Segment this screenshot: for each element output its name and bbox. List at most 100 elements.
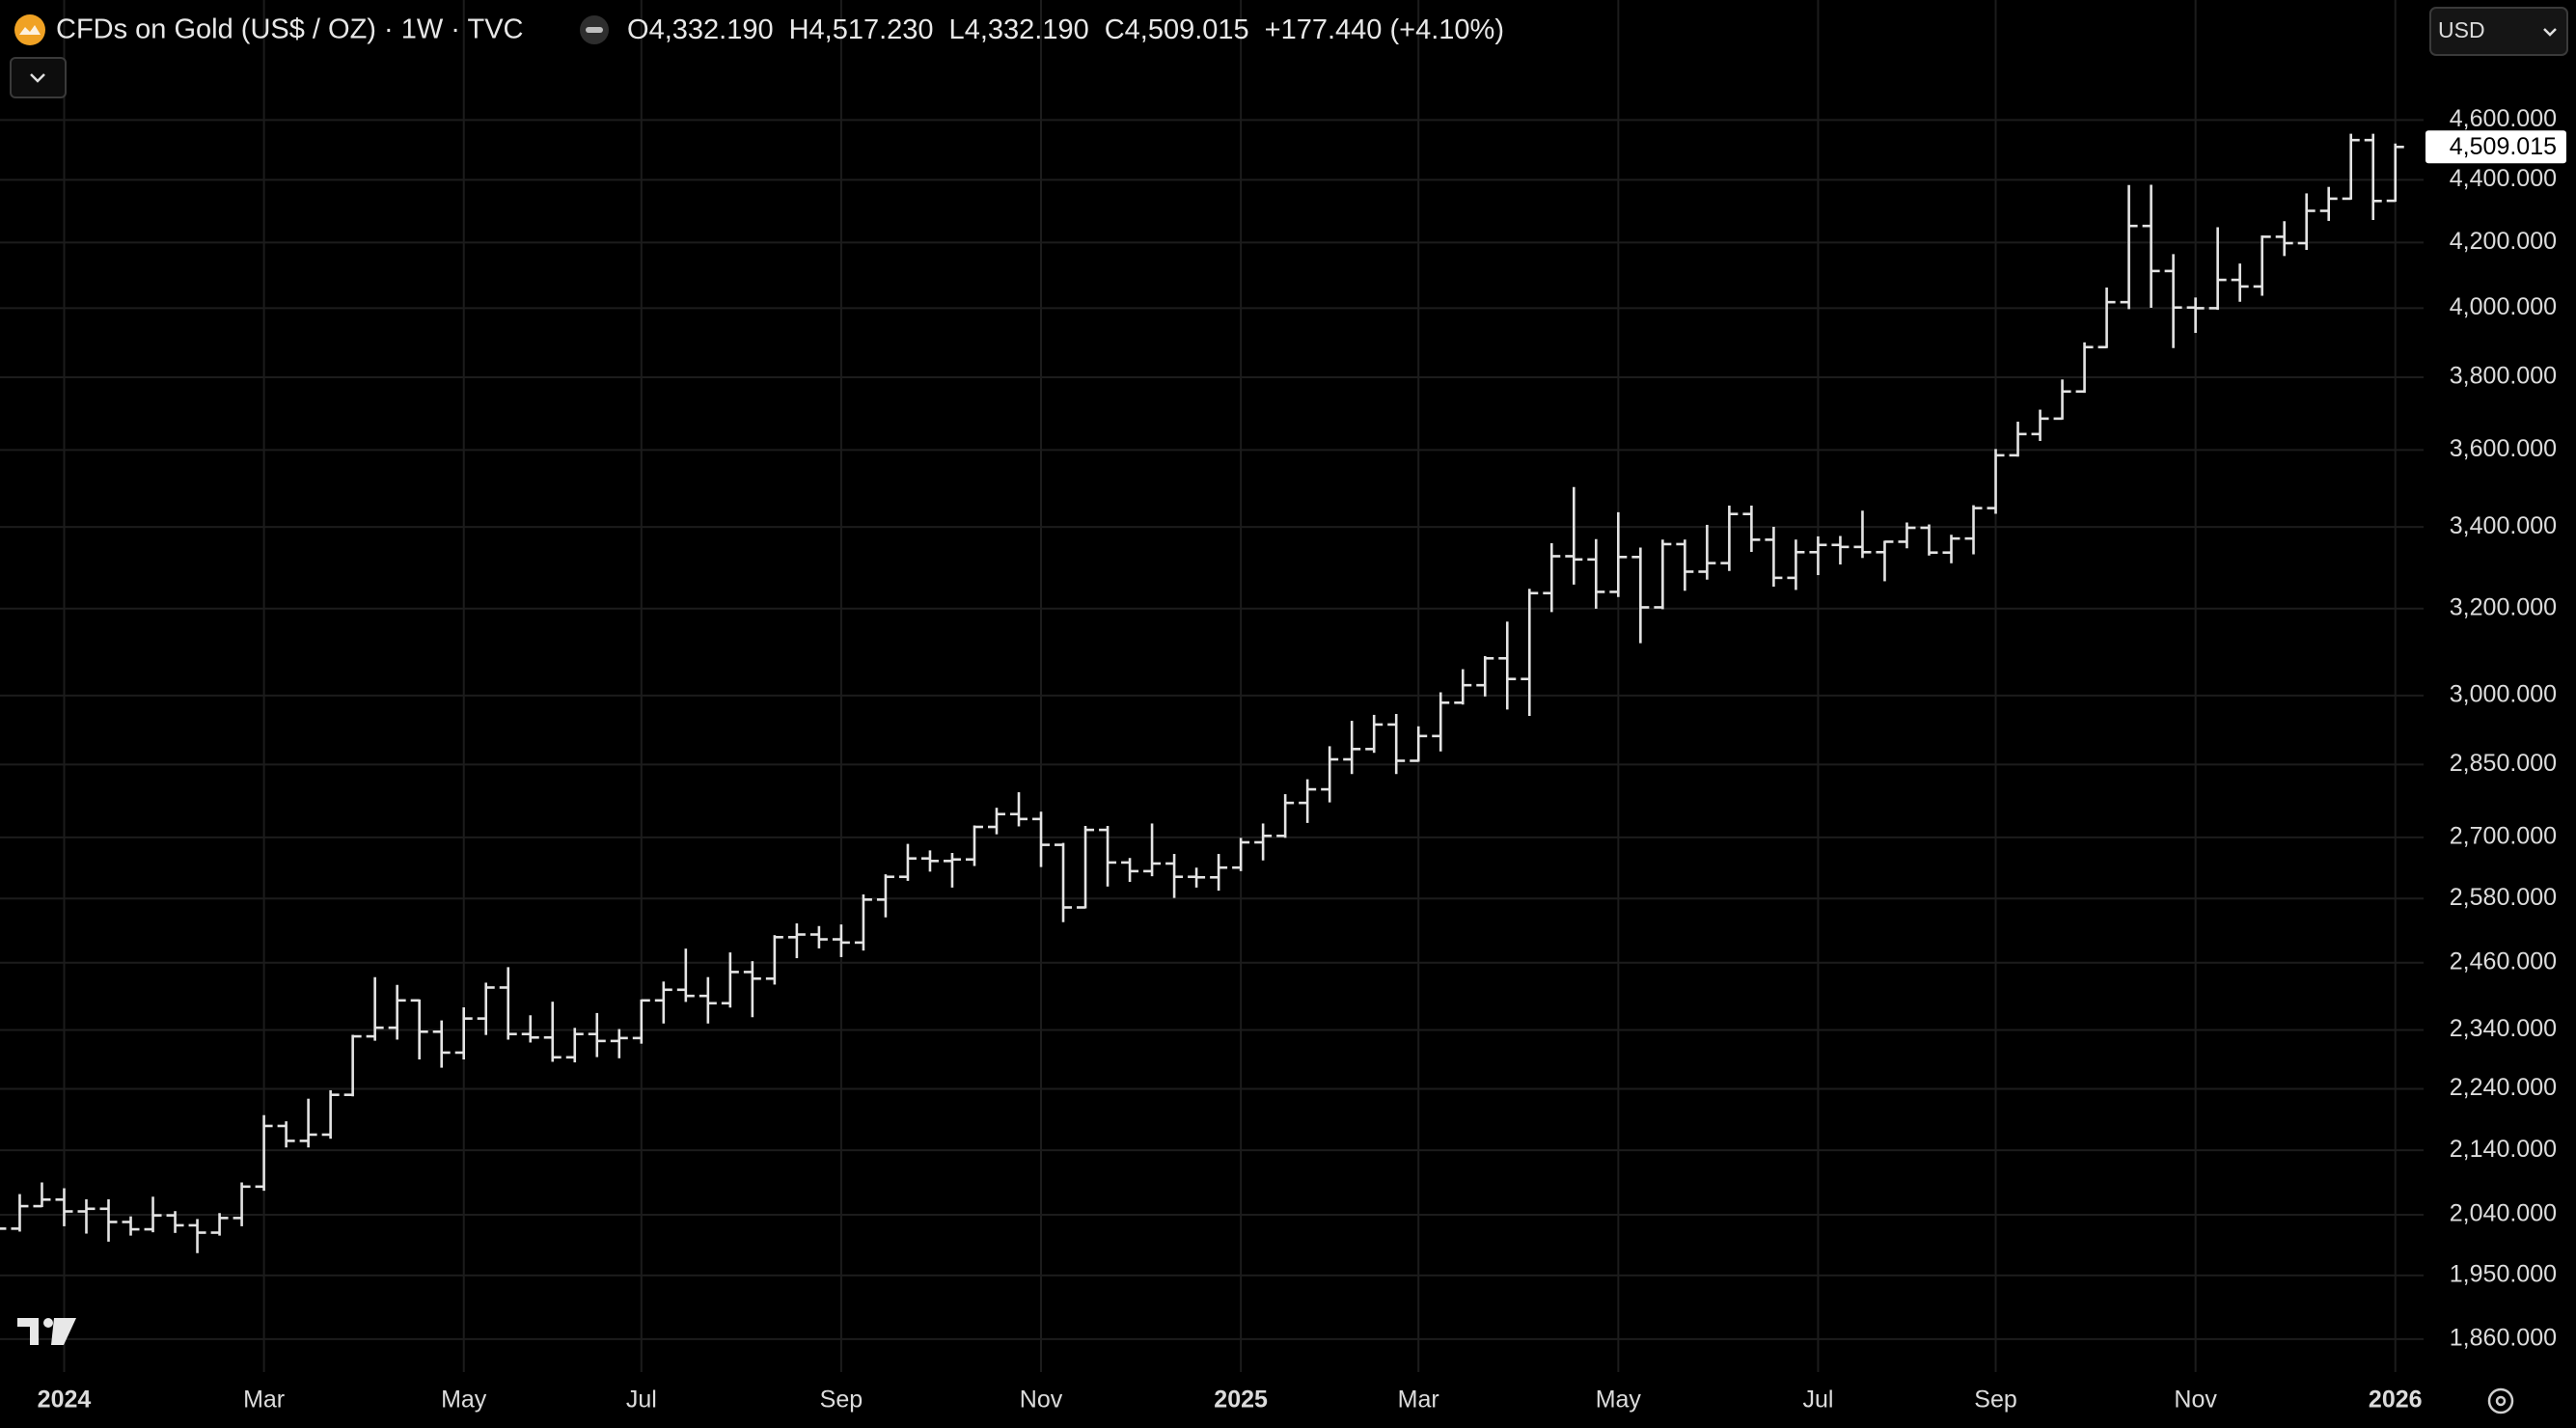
legend-value: 4,332.190 xyxy=(649,14,774,45)
y-tick-label: 2,850.000 xyxy=(2450,750,2557,777)
y-tick-label: 3,600.000 xyxy=(2450,435,2557,462)
last-price-label: 4,509.015 xyxy=(2450,133,2557,160)
y-tick-label: 1,860.000 xyxy=(2450,1324,2557,1351)
ohlc-bar xyxy=(588,1012,606,1057)
ohlc-bar xyxy=(1099,826,1117,887)
ohlc-bar xyxy=(2031,409,2049,442)
y-tick-label: 3,000.000 xyxy=(2450,680,2557,707)
ohlc-bar xyxy=(2075,342,2094,394)
x-tick-label: Sep xyxy=(1974,1387,2016,1414)
ohlc-bar xyxy=(1476,655,1494,697)
ohlc-bar xyxy=(2009,422,2027,457)
ohlc-bar xyxy=(1010,792,1028,827)
ohlc-bar xyxy=(543,1002,562,1062)
x-tick-label: Sep xyxy=(820,1387,863,1414)
ohlc-bar xyxy=(2208,227,2227,311)
ohlc-bar xyxy=(2164,254,2182,348)
currency-label: USD xyxy=(2438,17,2485,42)
chart-title: CFDs on Gold (US$ / OZ) · 1W · TVC xyxy=(56,14,523,45)
ohlc-bar xyxy=(965,825,983,866)
ohlc-bar xyxy=(2319,186,2338,221)
ohlc-bar xyxy=(388,984,406,1040)
ohlc-bar xyxy=(743,961,761,1018)
ohlc-bar xyxy=(1543,542,1561,613)
axes: 1,860.000 1,950.000 2,040.000 2,140.000 2,24… xyxy=(38,105,2566,1414)
ohlc-bar xyxy=(1720,506,1739,571)
ohlc-bar xyxy=(1165,854,1184,898)
ohlc-bar xyxy=(1498,621,1517,710)
ohlc-bar xyxy=(2386,143,2404,203)
y-tick-label: 3,200.000 xyxy=(2450,593,2557,620)
ohlc-bar xyxy=(33,1182,51,1208)
ohlc-bar xyxy=(99,1198,118,1242)
y-tick-label: 4,000.000 xyxy=(2450,293,2557,320)
legend-letter: C xyxy=(1105,14,1125,45)
x-tick-label: May xyxy=(1596,1387,1642,1414)
ohlc-bar xyxy=(1143,823,1162,877)
ohlc-bar xyxy=(1521,589,1539,716)
ohlc-bar xyxy=(1765,527,1783,587)
ohlc-bar xyxy=(676,948,695,1002)
ohlc-bar xyxy=(144,1196,162,1233)
ohlc-bar xyxy=(1365,714,1384,754)
ohlc-bar xyxy=(1276,794,1295,838)
ohlc-bar xyxy=(2364,133,2382,220)
ohlc-bar xyxy=(920,850,939,872)
y-tick-label: 2,040.000 xyxy=(2450,1200,2557,1227)
x-tick-label: Jul xyxy=(626,1387,657,1414)
currency-button[interactable]: USD xyxy=(2429,7,2568,56)
y-tick-label: 4,200.000 xyxy=(2450,228,2557,255)
ohlc-bar xyxy=(2053,379,2071,421)
ohlc-bar xyxy=(55,1188,73,1226)
ohlc-bar xyxy=(1787,539,1805,590)
ohlc-bar xyxy=(188,1219,206,1253)
last-price-box xyxy=(2425,130,2566,164)
legend-value: 4,517.230 xyxy=(809,14,934,45)
ohlc-bar xyxy=(1609,511,1628,597)
ohlc-bar xyxy=(1254,823,1273,861)
ohlc-bar xyxy=(2231,263,2249,302)
y-tick-label: 3,800.000 xyxy=(2450,363,2557,390)
grid xyxy=(0,0,2424,1372)
settings-button[interactable] xyxy=(2487,1387,2514,1414)
ohlc-bar xyxy=(1587,538,1605,609)
ohlc-bar xyxy=(1876,540,1894,582)
ohlc-bar xyxy=(499,967,517,1040)
ohlc-bar xyxy=(432,1020,451,1068)
ohlc-bar xyxy=(765,935,783,985)
x-tick-label: May xyxy=(441,1387,487,1414)
legend-letter: O xyxy=(627,14,649,45)
ohlc-bar xyxy=(2097,287,2116,349)
ohlc-bar xyxy=(166,1211,184,1233)
ohlc-bar xyxy=(699,976,717,1024)
ohlc-bar xyxy=(1565,486,1583,585)
ohlc-bar xyxy=(832,924,850,957)
ohlc-bar xyxy=(987,808,1005,835)
x-tick-label: 2025 xyxy=(1214,1387,1268,1414)
y-tick-label: 3,400.000 xyxy=(2450,512,2557,539)
ohlc-bar xyxy=(2275,221,2293,257)
ohlc-bar xyxy=(1742,506,1761,553)
ohlc-bar xyxy=(1299,779,1317,823)
ohlc-bar xyxy=(1676,539,1694,591)
x-tick-label: 2026 xyxy=(2369,1387,2423,1414)
legend-value: 4,332.190 xyxy=(965,14,1089,45)
ohlc-bar xyxy=(1631,547,1650,644)
ohlc-bar xyxy=(1055,842,1073,922)
symbol-icon xyxy=(14,14,45,45)
ohlc-bar xyxy=(277,1121,295,1148)
ohlc-bar xyxy=(122,1216,140,1236)
collapse-button[interactable] xyxy=(10,57,67,98)
status-pill xyxy=(580,15,609,44)
bars xyxy=(0,133,2404,1253)
ohlc-bar xyxy=(1432,692,1450,752)
legend-letter: H xyxy=(789,14,809,45)
ohlc-bar xyxy=(1809,536,1827,576)
tradingview-logo xyxy=(17,1318,76,1345)
ohlc-bar xyxy=(1698,524,1716,580)
y-tick-label: 2,140.000 xyxy=(2450,1136,2557,1163)
x-tick-label: Mar xyxy=(1398,1387,1439,1414)
y-tick-label: 1,950.000 xyxy=(2450,1261,2557,1288)
ohlc-bar xyxy=(876,874,894,918)
